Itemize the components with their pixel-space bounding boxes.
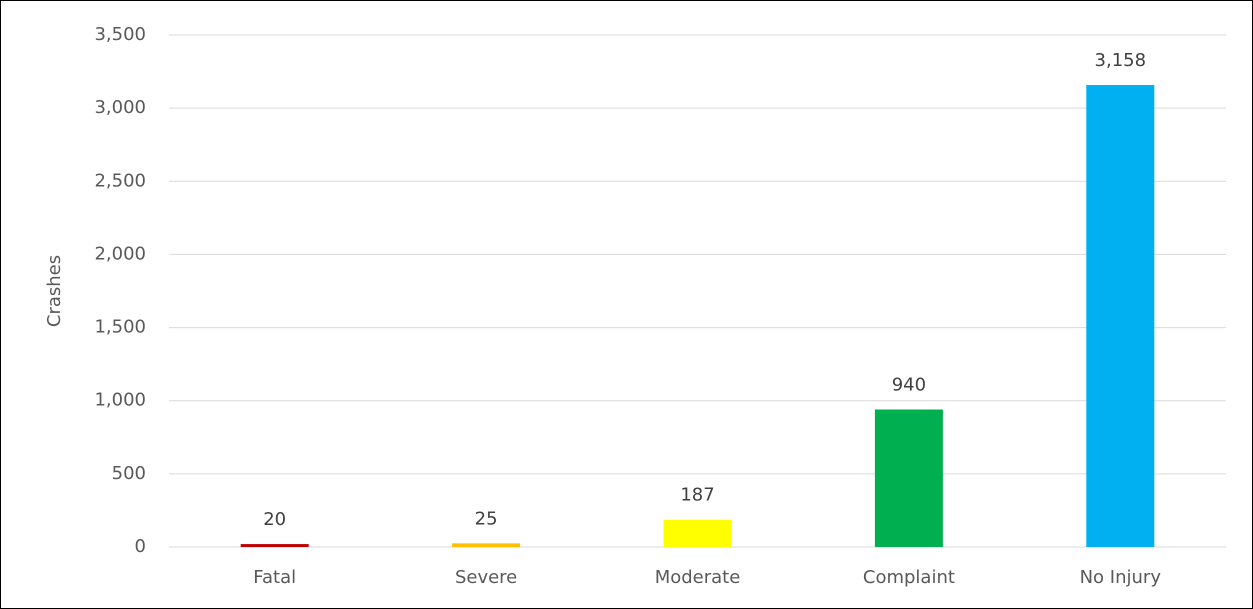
y-tick-label: 2,000 bbox=[94, 243, 146, 264]
y-tick-label: 0 bbox=[135, 536, 146, 557]
y-tick-label: 3,000 bbox=[94, 97, 146, 118]
y-tick-label: 1,000 bbox=[94, 390, 146, 411]
bar bbox=[240, 544, 309, 547]
data-label: 940 bbox=[892, 374, 926, 395]
y-tick-label: 1,500 bbox=[94, 317, 146, 338]
data-label: 20 bbox=[263, 509, 286, 530]
x-tick-label: Moderate bbox=[655, 567, 741, 588]
bar bbox=[663, 519, 732, 547]
x-tick-label: Fatal bbox=[253, 567, 296, 588]
y-tick-label: 3,500 bbox=[94, 24, 146, 45]
bar bbox=[874, 409, 943, 547]
x-tick-label: No Injury bbox=[1080, 567, 1162, 588]
x-tick-label: Severe bbox=[455, 567, 517, 588]
bar bbox=[1086, 85, 1155, 547]
data-label: 3,158 bbox=[1095, 50, 1147, 71]
x-tick-label: Complaint bbox=[863, 567, 955, 588]
y-axis-label: Crashes bbox=[44, 255, 65, 327]
data-label: 187 bbox=[680, 485, 714, 506]
y-tick-label: 2,500 bbox=[94, 170, 146, 191]
data-label: 25 bbox=[475, 508, 498, 529]
bar bbox=[452, 543, 521, 547]
y-tick-label: 500 bbox=[112, 463, 146, 484]
